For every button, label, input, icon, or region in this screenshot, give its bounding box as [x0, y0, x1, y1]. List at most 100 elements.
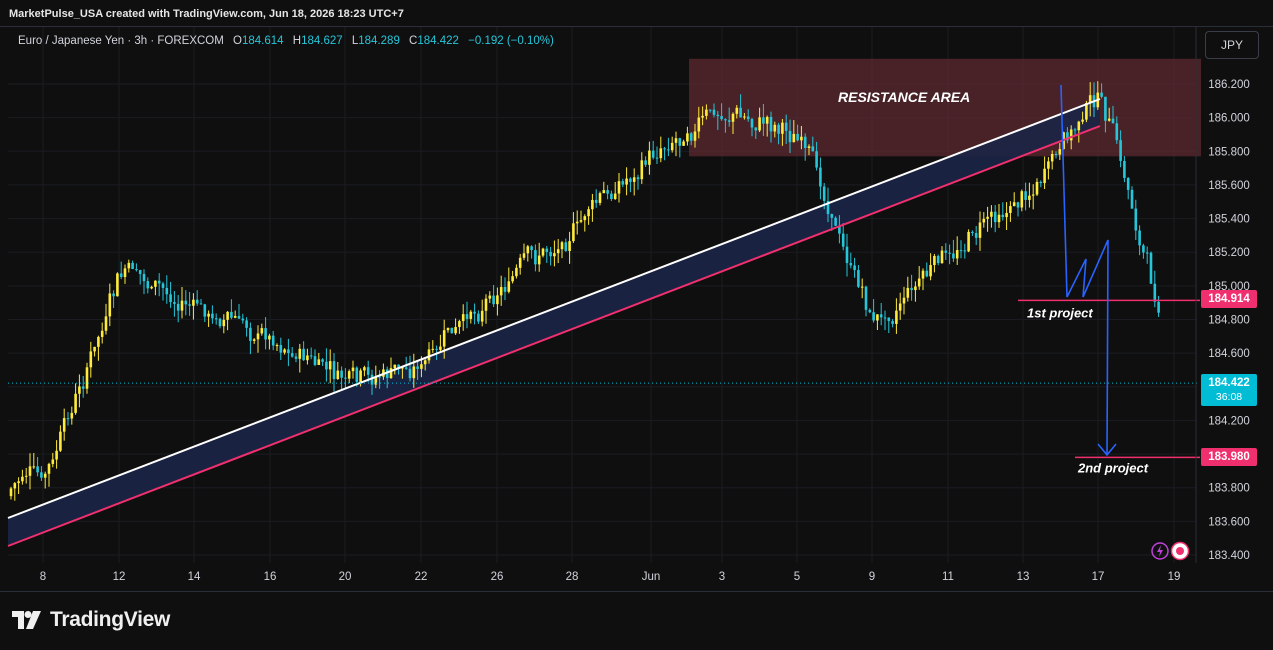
candle-body — [1149, 252, 1153, 284]
candle-body — [800, 136, 803, 141]
candle-body — [670, 142, 674, 151]
candle-body — [1104, 96, 1107, 121]
currency-button[interactable]: JPY — [1205, 31, 1259, 59]
candle-body — [214, 318, 218, 320]
x-tick-label: Jun — [642, 571, 661, 583]
candle-body — [891, 321, 894, 324]
candle-body — [66, 418, 70, 420]
candle-body — [142, 273, 146, 282]
candle-body — [173, 302, 176, 304]
candle-body — [340, 370, 343, 378]
chart-credit: MarketPulse_USA created with TradingView… — [9, 8, 404, 20]
candle-body — [541, 248, 545, 256]
candle-body — [784, 122, 788, 131]
candle-body — [895, 310, 898, 324]
candle-body — [294, 356, 298, 359]
candle-body — [518, 257, 522, 268]
x-tick-label: 13 — [1017, 571, 1030, 583]
candle-body — [488, 295, 492, 299]
candle-body — [746, 116, 750, 120]
candle-body — [55, 450, 58, 460]
candle-body — [78, 386, 81, 394]
candle-body — [716, 114, 720, 117]
price-axis[interactable]: 186.200 186.000 185.800 185.600 185.400 185.2… — [1195, 27, 1250, 563]
lower-trendline[interactable] — [7, 125, 1101, 547]
candle-body — [921, 270, 925, 279]
candle-body — [553, 253, 556, 257]
candle-body — [792, 133, 796, 143]
candle-body — [644, 160, 647, 165]
candle-body — [135, 269, 138, 271]
candle-body — [207, 313, 210, 317]
candle-body — [435, 348, 438, 350]
candle-body — [906, 287, 910, 298]
candle-body — [1100, 92, 1103, 97]
candle-body — [530, 246, 533, 251]
candle-body — [420, 364, 423, 369]
candle-body — [826, 200, 830, 215]
candle-body — [617, 181, 621, 194]
candle-body — [100, 330, 104, 337]
candle-body — [883, 317, 887, 319]
candle-body — [138, 269, 142, 274]
time-axis[interactable]: 8 12 14 16 20 22 26 28 Jun 3 5 9 11 13 17 19 — [40, 571, 1181, 583]
candle-body — [879, 314, 883, 318]
candle-body — [328, 361, 332, 370]
candle-body — [442, 330, 446, 347]
candle-body — [735, 107, 739, 114]
candle-body — [807, 146, 811, 148]
candle-body — [309, 355, 313, 357]
candle-body — [914, 286, 917, 291]
y-tick-label: 185.000 — [1208, 281, 1250, 293]
record-icon[interactable] — [1170, 541, 1190, 561]
candle-body — [1066, 132, 1069, 141]
candle-body — [701, 115, 704, 118]
candle-body — [1088, 95, 1092, 103]
candle-body — [203, 304, 207, 317]
candle-body — [803, 136, 807, 148]
candle-body — [454, 326, 457, 334]
candle-body — [112, 293, 115, 297]
candle-body — [1050, 154, 1054, 162]
tradingview-logo-icon — [12, 611, 41, 629]
candle-body — [469, 311, 473, 319]
second-project-label: 2nd project — [1077, 460, 1149, 475]
candle-body — [169, 294, 172, 303]
candle-body — [739, 107, 742, 118]
last-price-value: 184.422 — [1208, 377, 1250, 389]
candle-body — [872, 312, 875, 321]
down-arrow-icon[interactable] — [1097, 443, 1117, 457]
candle-body — [108, 293, 112, 317]
candle-body — [636, 177, 640, 180]
candle-body — [1005, 212, 1008, 218]
candle-body — [929, 265, 932, 277]
zigzag-projection[interactable] — [1060, 84, 1109, 456]
candle-body — [773, 124, 777, 132]
candle-body — [841, 233, 845, 247]
candle-body — [556, 249, 560, 254]
candle-body — [993, 211, 997, 223]
candle-body — [1107, 118, 1111, 121]
candle-body — [849, 263, 853, 266]
candle-body — [412, 366, 416, 379]
x-tick-label: 3 — [719, 571, 725, 583]
resistance-zone[interactable] — [689, 58, 1201, 157]
candle-body — [591, 199, 594, 210]
candle-body — [754, 127, 758, 131]
lightning-icon[interactable] — [1150, 541, 1170, 561]
candle-body — [157, 280, 161, 284]
y-tick-label: 185.600 — [1208, 180, 1250, 192]
upper-trendline[interactable] — [7, 98, 1101, 519]
candle-body — [458, 321, 461, 327]
candle-body — [720, 116, 723, 120]
candle-body — [47, 463, 51, 474]
candle-body — [727, 120, 731, 122]
candle-body — [967, 231, 970, 252]
tradingview-logo[interactable]: TradingView — [12, 607, 170, 633]
candle-body — [955, 250, 959, 259]
candle-body — [85, 367, 89, 389]
candle-body — [408, 368, 412, 379]
candle-body — [978, 222, 982, 238]
x-tick-label: 17 — [1092, 571, 1105, 583]
